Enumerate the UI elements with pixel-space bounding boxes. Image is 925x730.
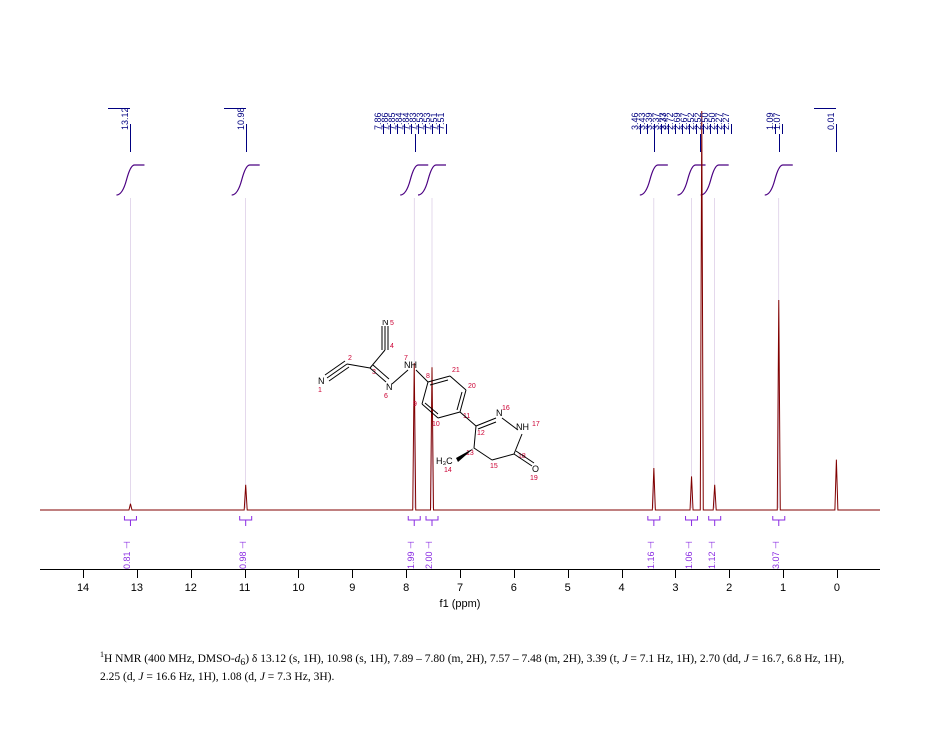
integral-bracket: [709, 516, 721, 520]
integral-bracket: [124, 516, 136, 520]
axis-tick-label: 5: [565, 582, 571, 594]
integral-bracket: [686, 516, 698, 520]
svg-text:19: 19: [530, 475, 538, 482]
integral-value: 1.12 ⊣: [707, 541, 718, 569]
peak-ppm-label: 10.98: [236, 107, 246, 130]
svg-text:O: O: [532, 464, 539, 474]
svg-text:15: 15: [490, 463, 498, 470]
axis-tick: [729, 570, 730, 578]
svg-text:11: 11: [463, 413, 470, 420]
axis-tick-label: 0: [834, 582, 840, 594]
svg-text:20: 20: [468, 383, 476, 390]
axis-tick-label: 3: [672, 582, 678, 594]
integral-curve: [116, 165, 144, 195]
molecule-structure: N 5 4 3 2 N 1 N 6: [300, 320, 560, 500]
caption-body: ) δ 13.12 (s, 1H), 10.98 (s, 1H), 7.89 –…: [245, 653, 622, 665]
integral-value: 0.81 ⊣: [122, 541, 133, 569]
axis-tick: [137, 570, 138, 578]
integral-curve: [418, 165, 446, 195]
axis-tick-label: 8: [403, 582, 409, 594]
axis-tick-label: 4: [618, 582, 624, 594]
svg-text:N: N: [386, 382, 393, 392]
integral-curve: [701, 165, 729, 195]
integral-bracket: [240, 516, 252, 520]
integral-value: 1.06 ⊣: [684, 541, 695, 569]
svg-text:21: 21: [452, 367, 460, 374]
axis-tick: [191, 570, 192, 578]
caption-body4: = 16.6 Hz, 1H), 1.08 (d,: [143, 671, 259, 683]
axis-tick-label: 9: [349, 582, 355, 594]
integral-bracket: [408, 516, 420, 520]
nmr-caption: 1H NMR (400 MHz, DMSO-d6) δ 13.12 (s, 1H…: [100, 650, 860, 686]
peak-ppm-label: 2.27: [721, 112, 731, 130]
integral-value: 1.99 ⊣: [406, 541, 417, 569]
svg-text:1: 1: [318, 387, 322, 394]
integral-value: 1.16 ⊣: [646, 541, 657, 569]
peak-ppm-label: 0.01: [826, 112, 836, 130]
caption-body5: = 7.3 Hz, 3H).: [265, 671, 334, 683]
integral-curve: [232, 165, 260, 195]
integral-bracket: [426, 516, 438, 520]
axis-tick-label: 12: [185, 582, 197, 594]
axis-tick: [83, 570, 84, 578]
axis-tick-label: 11: [239, 582, 250, 594]
axis-tick: [568, 570, 569, 578]
nmr-plot: 13.1210.987.867.867.857.847.847.837.537.…: [40, 80, 880, 570]
svg-text:2: 2: [348, 355, 352, 362]
integral-curve: [640, 165, 668, 195]
integral-value: 2.00 ⊣: [424, 541, 435, 569]
svg-text:N: N: [318, 376, 325, 386]
integral-value: 3.07 ⊣: [771, 541, 782, 569]
caption-prefix: H NMR (400 MHz, DMSO-: [104, 653, 235, 665]
integral-bracket: [773, 516, 785, 520]
integral-value: 0.98 ⊣: [238, 541, 249, 569]
svg-text:N: N: [382, 320, 389, 327]
peak-ppm-label: 1.07: [772, 112, 782, 130]
svg-text:8: 8: [426, 373, 430, 380]
axis-tick: [837, 570, 838, 578]
integral-curve: [765, 165, 793, 195]
peak-ppm-label: 13.12: [120, 107, 130, 130]
axis-tick-label: 2: [726, 582, 732, 594]
axis-tick: [783, 570, 784, 578]
axis-tick: [245, 570, 246, 578]
axis-tick: [514, 570, 515, 578]
axis-tick-label: 1: [780, 582, 786, 594]
peak-ppm-label: 7.51: [436, 112, 446, 130]
axis-tick-label: 7: [457, 582, 463, 594]
caption-body2: = 7.1 Hz, 1H), 2.70 (dd,: [628, 653, 744, 665]
svg-text:NH: NH: [516, 422, 529, 432]
axis-tick: [675, 570, 676, 578]
x-axis: 14131211109876543210f1 (ppm): [40, 569, 880, 570]
axis-tick: [460, 570, 461, 578]
svg-text:10: 10: [432, 421, 440, 428]
axis-tick: [622, 570, 623, 578]
svg-text:5: 5: [390, 320, 394, 327]
axis-tick-label: 14: [77, 582, 89, 594]
axis-title: f1 (ppm): [440, 598, 481, 610]
axis-tick-label: 6: [511, 582, 517, 594]
svg-text:4: 4: [390, 343, 394, 350]
svg-text:12: 12: [477, 430, 485, 437]
svg-text:16: 16: [502, 405, 510, 412]
axis-tick: [352, 570, 353, 578]
svg-text:7: 7: [404, 355, 408, 362]
svg-text:14: 14: [444, 467, 452, 474]
svg-text:6: 6: [384, 393, 388, 400]
integral-bracket: [648, 516, 660, 520]
axis-tick-label: 13: [131, 582, 143, 594]
axis-tick-label: 10: [292, 582, 304, 594]
svg-text:17: 17: [532, 421, 540, 428]
nmr-page: 13.1210.987.867.867.857.847.847.837.537.…: [0, 0, 925, 730]
ch3-label: H₃C: [436, 456, 453, 466]
axis-tick: [298, 570, 299, 578]
axis-tick: [406, 570, 407, 578]
svg-text:9: 9: [413, 401, 417, 408]
